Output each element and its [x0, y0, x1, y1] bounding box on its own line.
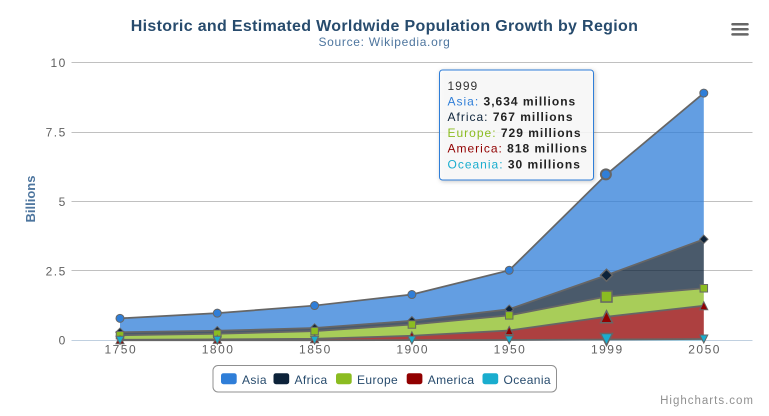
svg-text:1999: 1999 [448, 79, 479, 93]
svg-text:Source: Wikipedia.org: Source: Wikipedia.org [318, 35, 450, 49]
svg-text:Europe: 729 millions: Europe: 729 millions [448, 126, 582, 140]
svg-text:10: 10 [50, 56, 66, 70]
svg-text:1999: 1999 [591, 343, 624, 357]
svg-text:America: America [428, 373, 475, 387]
svg-text:0: 0 [59, 334, 67, 348]
svg-text:Highcharts.com: Highcharts.com [660, 395, 754, 407]
svg-text:Oceania: 30 millions: Oceania: 30 millions [448, 157, 581, 171]
svg-text:Asia: 3,634 millions: Asia: 3,634 millions [448, 95, 577, 109]
svg-text:Historic and Estimated Worldwi: Historic and Estimated Worldwide Populat… [131, 18, 639, 35]
svg-text:Africa: Africa [295, 373, 328, 387]
svg-text:Africa: 767 millions: Africa: 767 millions [448, 110, 574, 124]
svg-text:1900: 1900 [396, 343, 429, 357]
svg-text:7.5: 7.5 [46, 126, 67, 140]
svg-text:2.5: 2.5 [46, 264, 67, 278]
svg-text:Asia: Asia [242, 373, 267, 387]
svg-text:2050: 2050 [688, 343, 721, 357]
svg-text:5: 5 [59, 195, 67, 209]
svg-text:Europe: Europe [357, 373, 398, 387]
svg-text:Billions: Billions [23, 176, 38, 223]
svg-text:Oceania: Oceania [504, 373, 552, 387]
svg-text:America: 818 millions: America: 818 millions [448, 142, 588, 156]
svg-text:1850: 1850 [299, 343, 332, 357]
svg-text:1950: 1950 [494, 343, 527, 357]
svg-text:1750: 1750 [104, 343, 137, 357]
svg-text:1800: 1800 [202, 343, 235, 357]
